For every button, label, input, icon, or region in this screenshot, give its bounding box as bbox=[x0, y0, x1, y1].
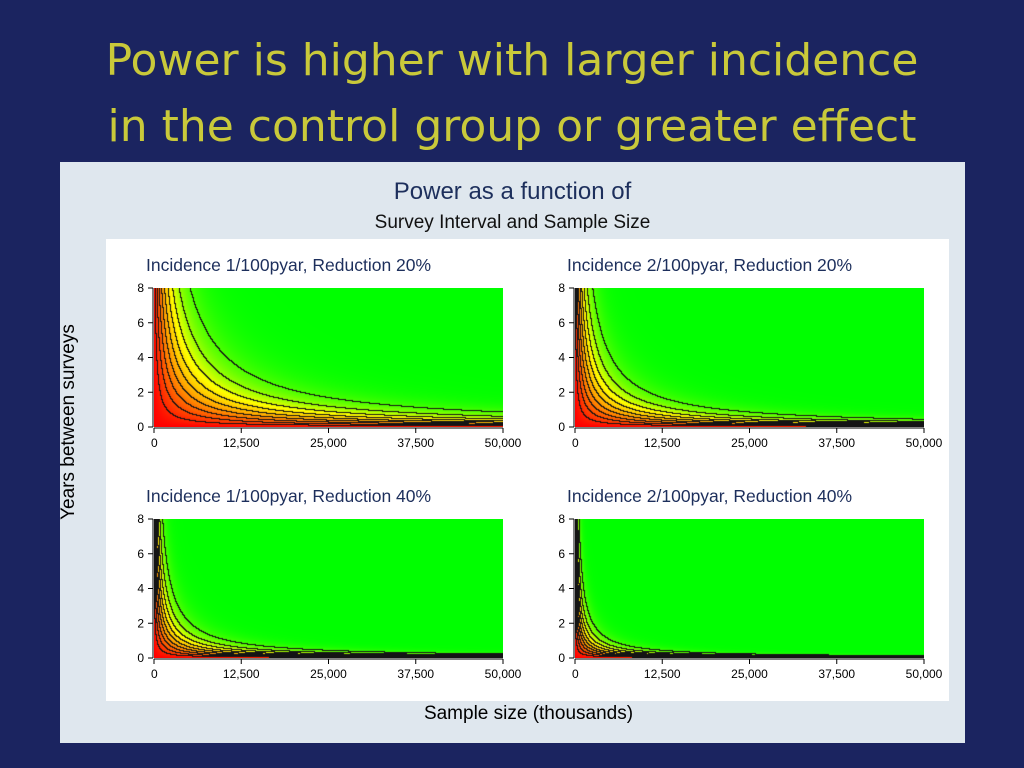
chart-title: Power as a function of bbox=[393, 178, 632, 205]
y-tick-label: 8 bbox=[558, 512, 565, 526]
heatmap-canvas bbox=[154, 288, 503, 427]
subplot-4: Incidence 2/100pyar, Reduction 40% 0 2 4 6 8… bbox=[527, 470, 949, 701]
subplot-axes: 0 2 4 6 8 0 12,500 25,000 37,500 50,000 bbox=[558, 512, 943, 681]
x-tick-label: 12,500 bbox=[223, 436, 260, 450]
x-tick-label: 37,500 bbox=[397, 436, 434, 450]
y-tick-label: 2 bbox=[558, 385, 565, 399]
y-tick-label: 4 bbox=[137, 351, 144, 365]
slide-title-line-2: in the control group or greater effect bbox=[107, 101, 917, 152]
y-tick-label: 2 bbox=[558, 616, 565, 630]
slide-title: Power is higher with larger incidence in… bbox=[0, 28, 1024, 160]
y-tick-label: 0 bbox=[137, 651, 144, 665]
x-tick-label: 12,500 bbox=[644, 436, 681, 450]
subplot-axes: 0 2 4 6 8 0 12,500 25,000 37,500 50,000 bbox=[137, 512, 522, 681]
y-tick-label: 6 bbox=[558, 547, 565, 561]
y-tick-label: 8 bbox=[137, 512, 144, 526]
x-tick-label: 25,000 bbox=[310, 667, 347, 681]
subplot-axes: 0 2 4 6 8 0 12,500 25,000 37,500 50,000 bbox=[558, 281, 943, 450]
subplot-title: Incidence 1/100pyar, Reduction 20% bbox=[146, 255, 432, 275]
x-axis-label: Sample size (thousands) bbox=[423, 703, 634, 724]
figure-panel: Power as a function of Survey Interval a… bbox=[58, 162, 965, 743]
y-tick-label: 6 bbox=[137, 316, 144, 330]
chart-subtitle: Survey Interval and Sample Size bbox=[374, 212, 651, 233]
heatmap-canvas bbox=[575, 519, 924, 658]
y-tick-label: 6 bbox=[137, 547, 144, 561]
x-tick-label: 25,000 bbox=[731, 667, 768, 681]
y-tick-label: 8 bbox=[558, 281, 565, 295]
x-tick-label: 25,000 bbox=[310, 436, 347, 450]
x-tick-label: 0 bbox=[572, 436, 579, 450]
x-tick-label: 0 bbox=[151, 667, 158, 681]
heatmap-canvas bbox=[575, 288, 924, 427]
subplot-title: Incidence 2/100pyar, Reduction 40% bbox=[567, 486, 853, 506]
slide-title-line-1: Power is higher with larger incidence bbox=[105, 35, 919, 86]
y-tick-label: 4 bbox=[137, 582, 144, 596]
subplot-title: Incidence 2/100pyar, Reduction 20% bbox=[567, 255, 853, 275]
subplot-1: Incidence 1/100pyar, Reduction 20% 0 2 4 6 8… bbox=[106, 239, 526, 470]
x-tick-label: 12,500 bbox=[223, 667, 260, 681]
y-axis-label: Years between surveys bbox=[58, 324, 79, 520]
y-tick-label: 2 bbox=[137, 385, 144, 399]
x-tick-label: 37,500 bbox=[818, 436, 855, 450]
y-tick-label: 8 bbox=[137, 281, 144, 295]
x-tick-label: 37,500 bbox=[818, 667, 855, 681]
y-tick-label: 2 bbox=[137, 616, 144, 630]
y-tick-label: 0 bbox=[137, 420, 144, 434]
subplot-3: Incidence 1/100pyar, Reduction 40% 0 2 4 6 8… bbox=[106, 470, 526, 701]
y-tick-label: 6 bbox=[558, 316, 565, 330]
subplot-2: Incidence 2/100pyar, Reduction 20% 0 2 4 6 8… bbox=[527, 239, 949, 470]
x-tick-label: 0 bbox=[572, 667, 579, 681]
y-tick-label: 4 bbox=[558, 582, 565, 596]
x-tick-label: 50,000 bbox=[485, 667, 522, 681]
subplot-axes: 0 2 4 6 8 0 12,500 25,000 37,500 50,000 bbox=[137, 281, 522, 450]
x-tick-label: 12,500 bbox=[644, 667, 681, 681]
x-tick-label: 50,000 bbox=[906, 667, 943, 681]
subplot-title: Incidence 1/100pyar, Reduction 40% bbox=[146, 486, 432, 506]
y-tick-label: 4 bbox=[558, 351, 565, 365]
x-tick-label: 50,000 bbox=[906, 436, 943, 450]
x-tick-label: 50,000 bbox=[485, 436, 522, 450]
y-tick-label: 0 bbox=[558, 420, 565, 434]
heatmap-canvas bbox=[154, 519, 503, 658]
x-tick-label: 0 bbox=[151, 436, 158, 450]
x-tick-label: 37,500 bbox=[397, 667, 434, 681]
y-tick-label: 0 bbox=[558, 651, 565, 665]
x-tick-label: 25,000 bbox=[731, 436, 768, 450]
